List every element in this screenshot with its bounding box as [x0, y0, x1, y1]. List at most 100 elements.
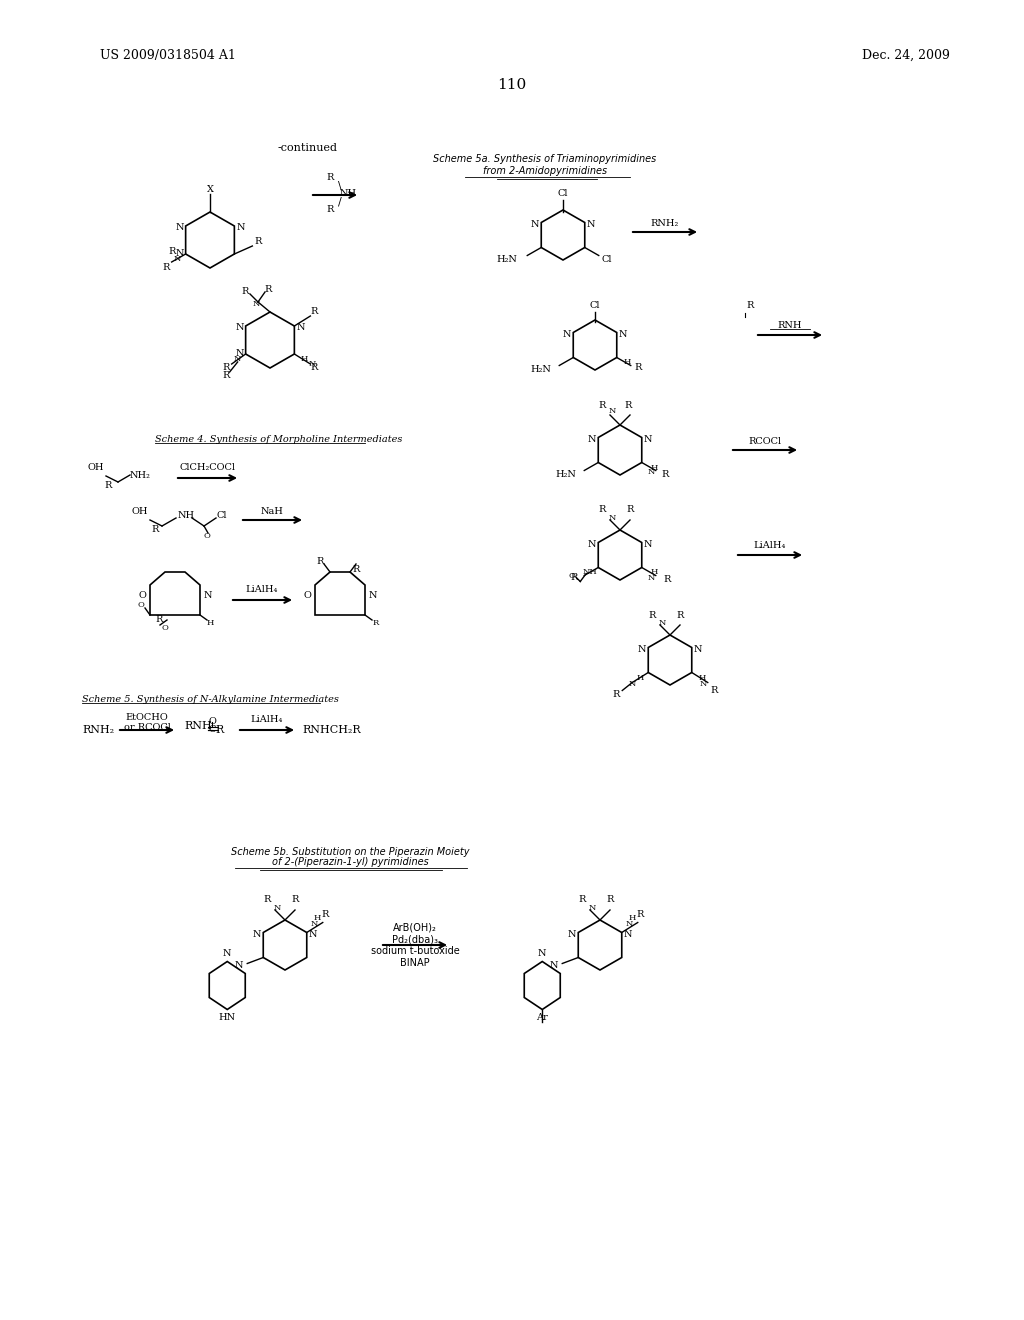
Text: H₂N: H₂N [555, 470, 577, 479]
Text: H: H [623, 359, 631, 367]
Text: R: R [216, 725, 224, 735]
Text: X: X [207, 186, 213, 194]
Text: sodium t-butoxide: sodium t-butoxide [371, 946, 460, 956]
Text: R: R [570, 573, 579, 582]
Text: N: N [538, 949, 547, 958]
Text: R: R [242, 288, 249, 297]
Text: N: N [311, 920, 318, 928]
Text: ClCH₂COCl: ClCH₂COCl [180, 463, 236, 473]
Text: N: N [693, 645, 702, 653]
Text: N: N [700, 681, 708, 689]
Text: O: O [162, 624, 168, 632]
Text: Pd₂(dba)₃: Pd₂(dba)₃ [392, 935, 438, 944]
Text: H: H [628, 915, 636, 923]
Text: R: R [636, 909, 643, 919]
Text: R: R [327, 205, 334, 214]
Text: Cl: Cl [217, 511, 227, 520]
Text: RNH₂: RNH₂ [651, 219, 679, 227]
Text: R: R [635, 363, 642, 372]
Text: R: R [104, 482, 112, 491]
Text: N: N [308, 360, 316, 368]
Text: O: O [137, 601, 144, 609]
Text: BINAP: BINAP [400, 958, 430, 968]
Text: N: N [644, 436, 652, 444]
Text: Scheme 4. Synthesis of Morpholine Intermediates: Scheme 4. Synthesis of Morpholine Interm… [155, 436, 402, 445]
Text: NH: NH [339, 189, 356, 198]
Text: Scheme 5. Synthesis of N-Alkylamine Intermediates: Scheme 5. Synthesis of N-Alkylamine Inte… [82, 696, 339, 705]
Text: R: R [373, 619, 379, 627]
Text: Dec. 24, 2009: Dec. 24, 2009 [862, 49, 950, 62]
Text: N: N [638, 645, 646, 653]
Text: R: R [255, 238, 262, 247]
Text: OH: OH [132, 507, 148, 516]
Text: N: N [550, 961, 558, 970]
Text: R: R [327, 173, 334, 182]
Text: H: H [650, 569, 657, 577]
Text: H: H [650, 463, 657, 471]
Text: ArB(OH)₂: ArB(OH)₂ [393, 921, 437, 932]
Text: C: C [208, 726, 216, 734]
Text: R: R [352, 565, 359, 574]
Text: R: R [627, 506, 634, 515]
Text: N: N [233, 355, 242, 363]
Text: NH₂: NH₂ [130, 470, 151, 479]
Text: R: R [291, 895, 299, 904]
Text: EtOCHO: EtOCHO [126, 714, 168, 722]
Text: Scheme 5a. Synthesis of Triaminopyrimidines: Scheme 5a. Synthesis of Triaminopyrimidi… [433, 154, 656, 164]
Text: R: R [316, 557, 324, 566]
Text: Cl: Cl [601, 255, 612, 264]
Text: N: N [626, 920, 634, 928]
Text: R: R [152, 525, 159, 535]
Text: N: N [658, 619, 666, 627]
Text: NH: NH [583, 569, 598, 577]
Text: N: N [175, 223, 183, 232]
Text: H: H [301, 355, 308, 363]
Text: R: R [263, 895, 270, 904]
Text: R: R [676, 610, 684, 619]
Text: R: R [579, 895, 586, 904]
Text: HN: HN [219, 1012, 236, 1022]
Text: N: N [608, 513, 615, 521]
Text: R: R [612, 690, 620, 700]
Text: N: N [234, 961, 244, 970]
Text: NH: NH [178, 511, 196, 520]
Text: Ar: Ar [537, 1012, 548, 1022]
Text: RNH: RNH [778, 322, 802, 330]
Text: US 2009/0318504 A1: US 2009/0318504 A1 [100, 49, 236, 62]
Text: N: N [204, 590, 213, 599]
Text: N: N [567, 931, 577, 939]
Text: N: N [624, 931, 632, 939]
Text: R: R [606, 895, 613, 904]
Text: R: R [222, 363, 229, 372]
Text: Scheme 5b. Substitution on the Piperazin Moiety: Scheme 5b. Substitution on the Piperazin… [230, 847, 469, 857]
Text: N: N [252, 300, 260, 308]
Text: O: O [568, 572, 575, 579]
Text: R: R [648, 610, 655, 619]
Text: N: N [587, 220, 595, 228]
Text: N: N [588, 540, 596, 549]
Text: N: N [309, 931, 317, 939]
Text: N: N [608, 407, 615, 414]
Text: R: R [222, 371, 229, 380]
Text: R: R [625, 400, 632, 409]
Text: LiAlH₄: LiAlH₄ [251, 715, 284, 725]
Text: H: H [313, 915, 321, 923]
Text: O: O [303, 590, 311, 599]
Text: O: O [138, 590, 146, 599]
Text: N: N [237, 223, 245, 232]
Text: O: O [208, 718, 216, 726]
Text: -continued: -continued [278, 143, 338, 153]
Text: R: R [662, 470, 669, 479]
Text: N: N [530, 220, 540, 228]
Text: H₂N: H₂N [530, 366, 551, 374]
Text: N: N [588, 436, 596, 444]
Text: Cl: Cl [590, 301, 600, 309]
Text: N: N [618, 330, 628, 339]
Text: 110: 110 [498, 78, 526, 92]
Text: O: O [204, 532, 211, 540]
Text: OH: OH [88, 462, 104, 471]
Text: R: R [162, 264, 169, 272]
Text: R: R [598, 506, 605, 515]
Text: R: R [310, 308, 318, 317]
Text: N: N [273, 904, 281, 912]
